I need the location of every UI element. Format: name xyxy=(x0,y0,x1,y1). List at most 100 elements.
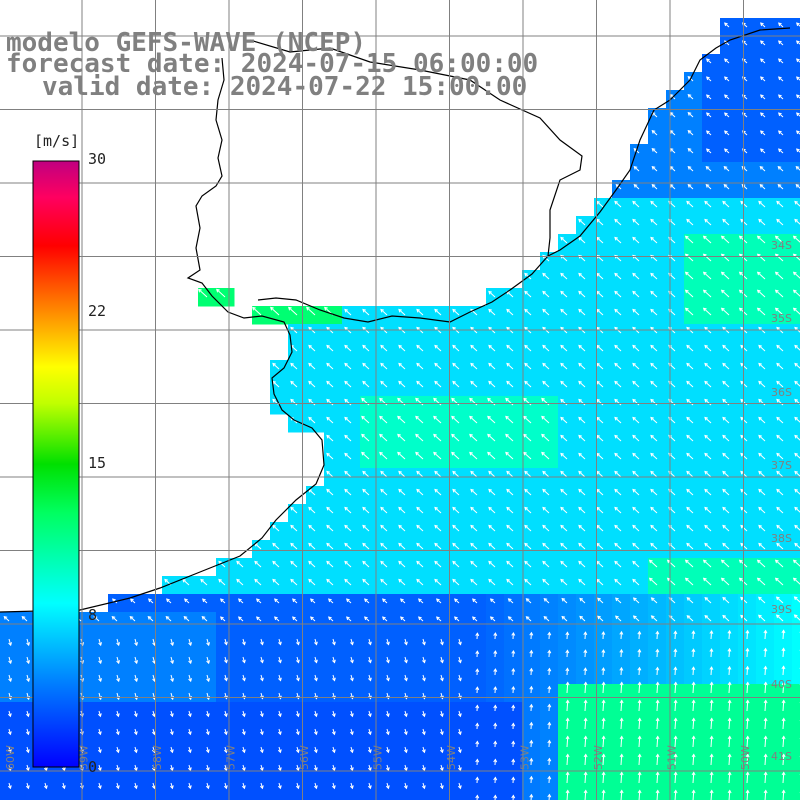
wind-cell xyxy=(486,540,505,559)
wind-arrow xyxy=(686,435,694,442)
wind-cell xyxy=(504,306,523,325)
wind-cell xyxy=(720,432,739,451)
wind-cell xyxy=(702,162,721,181)
wind-arrow-head xyxy=(758,542,762,547)
wind-arrow-head xyxy=(542,488,546,493)
wind-arrow xyxy=(764,754,767,766)
wind-cell xyxy=(342,360,361,379)
wind-arrow-head xyxy=(457,713,462,718)
wind-arrow-head xyxy=(493,632,498,636)
wind-arrow-head xyxy=(709,789,714,794)
wind-arrow-head xyxy=(380,524,384,529)
wind-arrow-head xyxy=(362,344,366,349)
wind-cell xyxy=(792,126,800,145)
wind-cell xyxy=(756,144,775,163)
wind-cell xyxy=(612,702,631,721)
wind-arrow-head xyxy=(362,542,366,547)
wind-arrow-head xyxy=(691,717,696,722)
wind-arrow-head xyxy=(745,665,750,670)
wind-arrow-head xyxy=(758,470,762,475)
wind-cell xyxy=(756,630,775,649)
wind-arrow-head xyxy=(619,735,624,740)
wind-arrow-head xyxy=(470,362,474,367)
wind-arrow-head xyxy=(529,631,534,636)
wind-arrow-head xyxy=(236,560,240,565)
wind-arrow-head xyxy=(543,597,548,602)
wind-cell xyxy=(774,36,793,55)
wind-cell xyxy=(576,252,595,271)
wind-arrow-head xyxy=(561,597,566,602)
wind-arrow xyxy=(692,736,695,748)
wind-arrow xyxy=(505,416,514,424)
wind-cell xyxy=(558,720,577,739)
wind-arrow-head xyxy=(314,641,318,646)
wind-arrow-head xyxy=(326,560,330,565)
wind-arrow xyxy=(542,543,550,550)
wind-arrow-head xyxy=(763,681,768,686)
wind-arrow xyxy=(523,452,532,460)
wind-arrow-head xyxy=(706,94,710,99)
wind-arrow xyxy=(326,507,334,514)
wind-cell xyxy=(738,504,757,523)
wind-arrow xyxy=(686,471,694,478)
wind-cell xyxy=(612,720,631,739)
wind-arrow-head xyxy=(434,344,438,349)
wind-arrow xyxy=(686,615,694,622)
wind-arrow xyxy=(764,718,767,730)
wind-arrow xyxy=(650,345,658,352)
wind-arrow-head xyxy=(578,218,582,223)
wind-arrow-head xyxy=(583,717,588,722)
wind-cell xyxy=(630,756,649,775)
wind-arrow xyxy=(26,656,30,664)
wind-arrow-head xyxy=(308,398,312,403)
wind-arrow-head xyxy=(709,699,714,704)
wind-arrow xyxy=(470,363,478,370)
wind-arrow-head xyxy=(794,218,798,223)
wind-cell xyxy=(684,720,703,739)
wind-arrow-head xyxy=(691,789,696,794)
wind-arrow xyxy=(764,736,767,748)
wind-arrow-head xyxy=(614,542,618,547)
wind-arrow xyxy=(686,507,694,514)
wind-cell xyxy=(306,360,325,379)
wind-arrow xyxy=(686,345,694,352)
wind-arrow xyxy=(344,471,352,478)
wind-arrow xyxy=(638,700,641,712)
wind-arrow-head xyxy=(326,524,330,529)
wind-cell xyxy=(666,594,685,613)
wind-cell xyxy=(594,756,613,775)
wind-arrow xyxy=(723,166,730,172)
wind-cell xyxy=(540,756,559,775)
wind-arrow-head xyxy=(434,362,438,367)
wind-arrow-head xyxy=(254,560,258,565)
wind-cell xyxy=(450,576,469,595)
wind-cell xyxy=(468,576,487,595)
wind-arrow-head xyxy=(655,735,660,740)
wind-arrow-head xyxy=(614,362,618,367)
wind-arrow-head xyxy=(326,362,330,367)
wind-arrow-head xyxy=(421,767,426,772)
wind-arrow-head xyxy=(26,660,30,665)
wind-cell xyxy=(684,378,703,397)
wind-arrow xyxy=(398,561,406,568)
wind-arrow-head xyxy=(133,713,138,718)
wind-arrow xyxy=(488,543,496,550)
wind-arrow xyxy=(434,363,442,370)
wind-arrow-head xyxy=(256,598,260,603)
wind-cell xyxy=(738,72,757,91)
wind-cell xyxy=(612,288,631,307)
wind-cell xyxy=(486,738,505,757)
wind-cell xyxy=(288,378,307,397)
wind-arrow xyxy=(650,363,658,370)
wind-arrow xyxy=(651,597,658,604)
wind-arrow-head xyxy=(148,598,152,603)
wind-arrow xyxy=(524,291,532,298)
wind-cell xyxy=(594,666,613,685)
wind-arrow-head xyxy=(542,272,546,277)
wind-arrow xyxy=(614,219,622,226)
wind-arrow xyxy=(632,561,640,568)
wind-cell xyxy=(684,198,703,217)
wind-arrow-head xyxy=(632,560,636,565)
wind-arrow xyxy=(686,453,694,460)
wind-arrow-head xyxy=(547,649,552,654)
